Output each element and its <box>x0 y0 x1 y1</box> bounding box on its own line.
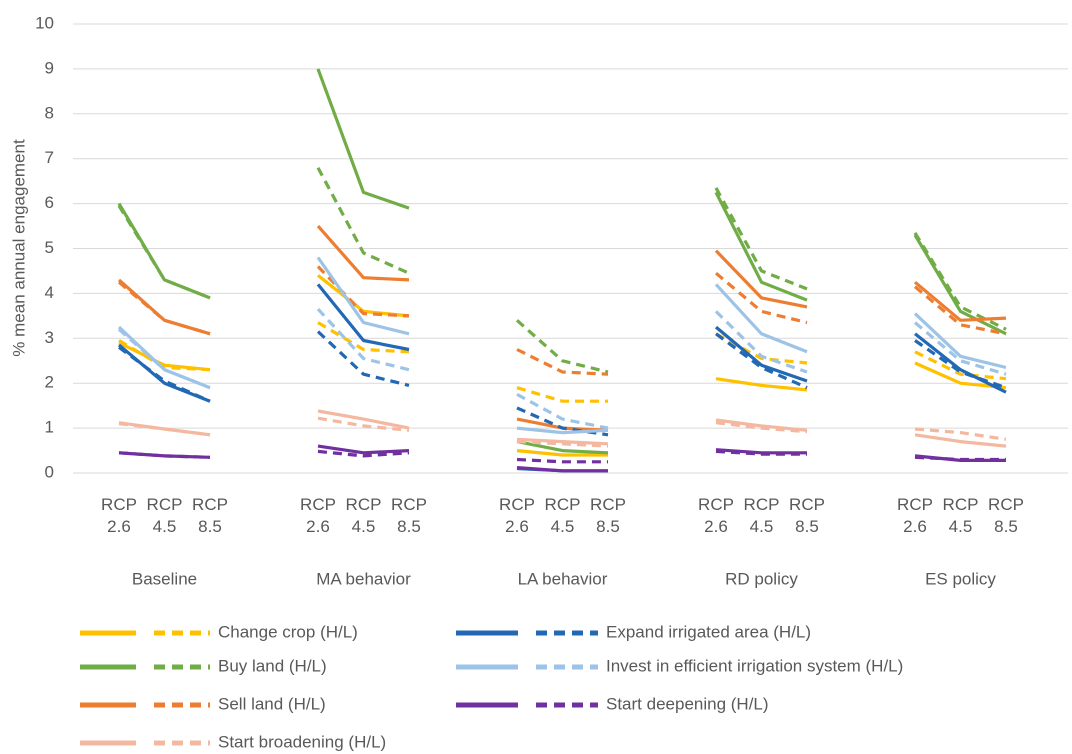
group-label: Baseline <box>132 569 197 588</box>
line-high <box>913 234 1007 336</box>
y-tick-label: 1 <box>45 418 54 437</box>
scenario-label: RCP 8.5 <box>192 495 228 536</box>
scenario-label: RCP 2.6 <box>101 495 137 536</box>
line-low <box>515 319 609 374</box>
line-high <box>516 440 609 455</box>
line-low <box>714 187 808 291</box>
line-high <box>714 325 808 383</box>
legend-label: Start broadening (H/L) <box>218 732 386 751</box>
line-high <box>714 283 808 354</box>
y-tick-label: 7 <box>45 148 54 167</box>
line-high <box>914 332 1007 394</box>
group-label: RD policy <box>725 569 798 588</box>
line-low <box>516 457 608 464</box>
legend-label: Start deepening (H/L) <box>606 694 769 713</box>
legend-label: Buy land (H/L) <box>218 656 327 675</box>
line-low <box>914 350 1007 381</box>
scenario-label: RCP 8.5 <box>789 495 825 536</box>
line-high <box>317 409 410 430</box>
scenario-label: RCP 2.6 <box>300 495 336 536</box>
line-high <box>714 249 808 309</box>
line-low <box>914 427 1007 441</box>
legend-label: Sell land (H/L) <box>218 694 326 713</box>
line-low <box>317 449 410 458</box>
scenario-label: RCP 8.5 <box>988 495 1024 536</box>
line-high <box>516 426 609 435</box>
line-low <box>714 310 808 374</box>
y-axis-label: % mean annual engagement <box>9 139 28 357</box>
line-low <box>516 392 609 430</box>
line-high <box>715 418 808 432</box>
scenario-label: RCP 2.6 <box>897 495 933 536</box>
scenario-label: RCP 4.5 <box>345 495 382 536</box>
line-high <box>316 68 410 210</box>
scenario-label: RCP 4.5 <box>146 495 183 536</box>
line-high <box>118 341 211 372</box>
line-high <box>117 202 211 300</box>
line-high <box>118 451 211 459</box>
line-high <box>914 454 1006 462</box>
scenario-label: RCP 8.5 <box>391 495 427 536</box>
y-tick-label: 9 <box>45 58 54 77</box>
line-high <box>316 224 410 282</box>
line-low <box>914 339 1007 390</box>
line-low <box>714 271 808 325</box>
y-tick-label: 4 <box>45 283 54 302</box>
scenario-label: RCP 8.5 <box>590 495 626 536</box>
line-low <box>715 421 808 434</box>
scenario-label: RCP 2.6 <box>499 495 535 536</box>
scenario-label: RCP 4.5 <box>743 495 780 536</box>
line-high <box>317 444 410 455</box>
line-high <box>516 449 608 457</box>
y-tick-label: 10 <box>35 13 54 32</box>
y-tick-label: 5 <box>45 238 54 257</box>
line-low <box>913 285 1007 336</box>
line-low <box>317 416 410 432</box>
line-high <box>516 437 609 446</box>
group-label: MA behavior <box>316 569 411 588</box>
legend-label: Invest in efficient irrigation system (H… <box>606 656 903 675</box>
line-low <box>516 348 609 376</box>
line-low <box>913 321 1007 376</box>
scenario-label: RCP 4.5 <box>942 495 979 536</box>
y-tick-label: 8 <box>45 103 54 122</box>
line-high <box>913 280 1007 322</box>
line-high <box>316 256 410 336</box>
scenario-label: RCP 2.6 <box>698 495 734 536</box>
y-tick-label: 6 <box>45 193 54 212</box>
line-low <box>316 265 410 318</box>
line-low <box>913 231 1007 331</box>
line-low <box>715 332 808 390</box>
line-high <box>117 343 211 403</box>
line-high <box>913 312 1007 370</box>
line-low <box>316 308 410 372</box>
line-low <box>316 166 410 275</box>
line-high <box>117 278 211 336</box>
line-low <box>715 332 808 365</box>
scenario-label: RCP 4.5 <box>544 495 581 536</box>
line-high <box>914 433 1007 448</box>
line-low <box>516 440 609 448</box>
line-low <box>317 321 410 354</box>
line-high <box>516 466 608 473</box>
legend-label: Expand irrigated area (H/L) <box>606 622 811 641</box>
line-high <box>117 325 211 390</box>
line-high <box>118 421 211 437</box>
line-high <box>715 377 808 392</box>
group-label: LA behavior <box>518 569 608 588</box>
y-tick-label: 3 <box>45 328 54 347</box>
group-label: ES policy <box>925 569 996 588</box>
line-low <box>516 386 608 403</box>
line-low <box>316 330 410 387</box>
line-high <box>316 283 410 352</box>
y-tick-label: 0 <box>45 462 54 481</box>
line-low <box>117 204 211 300</box>
legend-label: Change crop (H/L) <box>218 622 358 641</box>
line-high <box>714 191 808 302</box>
line-high <box>715 448 807 455</box>
y-tick-label: 2 <box>45 373 54 392</box>
